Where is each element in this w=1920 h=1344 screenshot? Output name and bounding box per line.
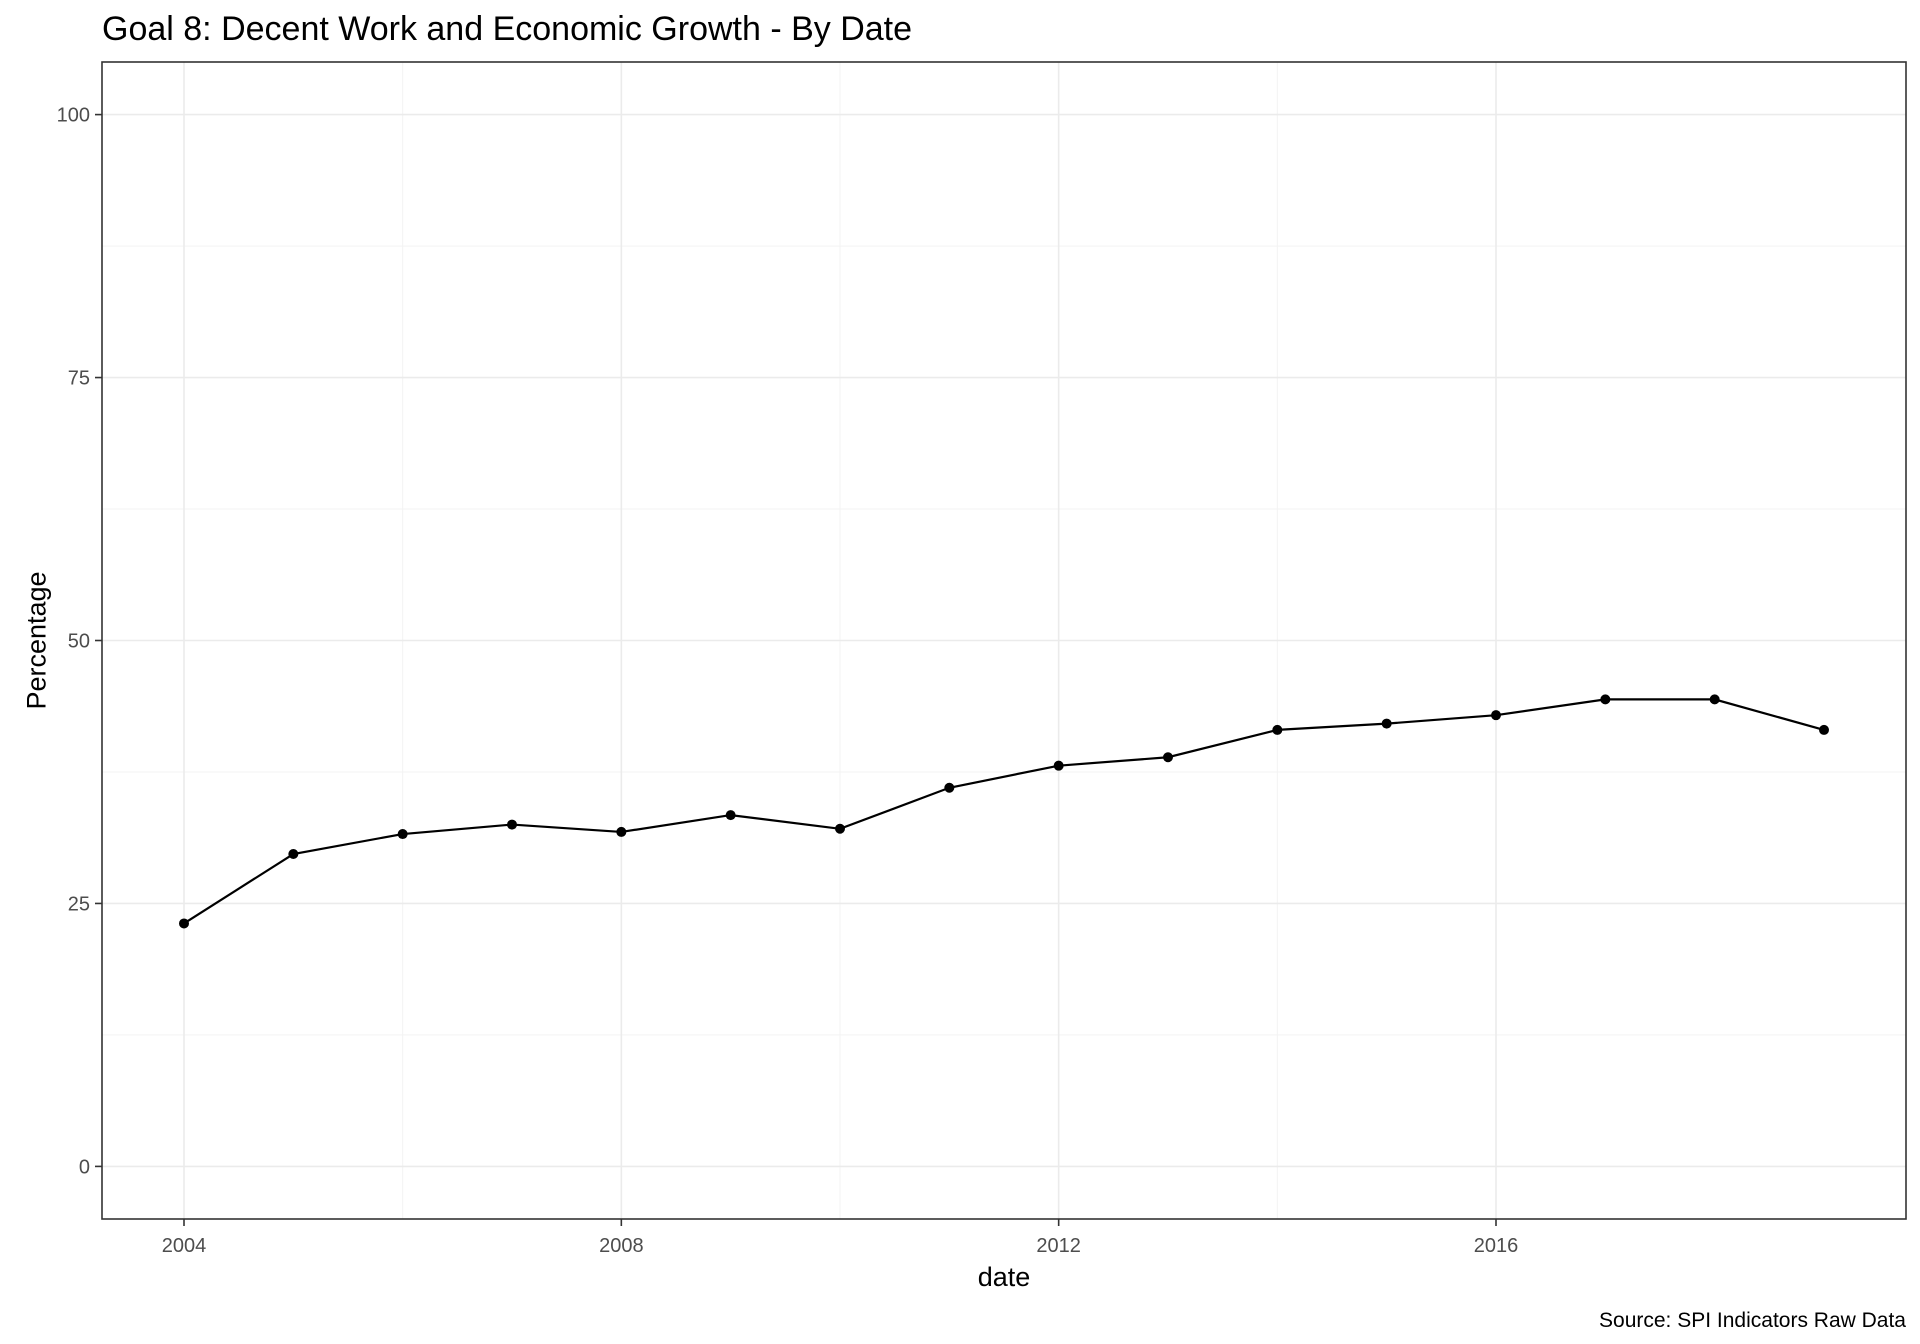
series-line [183, 698, 1825, 925]
y-tick-label: 100 [57, 105, 90, 127]
y-tick-label: 0 [79, 1156, 90, 1178]
x-tick-label: 2012 [1036, 1235, 1081, 1257]
data-point [507, 819, 517, 830]
y-tick-label: 25 [68, 893, 90, 915]
x-axis: 2004 2008 2012 2016 [162, 1219, 1519, 1257]
y-axis-title: Percentage [21, 571, 51, 709]
data-point [1819, 724, 1829, 735]
data-point [179, 918, 189, 929]
x-tick-label: 2008 [599, 1235, 644, 1257]
y-tick-label: 50 [68, 631, 90, 653]
data-point [835, 823, 845, 834]
y-axis: 0 25 50 75 100 [57, 105, 102, 1178]
major-gridlines [102, 62, 1906, 1219]
data-point [944, 782, 955, 793]
data-point [1053, 760, 1064, 771]
data-point [1491, 710, 1501, 721]
data-point [1381, 718, 1392, 729]
x-tick-label: 2004 [162, 1235, 207, 1257]
chart-caption: Source: SPI Indicators Raw Data [1599, 1309, 1906, 1332]
data-point [1272, 724, 1283, 735]
minor-gridlines [102, 62, 1906, 1219]
data-point [1709, 694, 1720, 705]
x-axis-title: date [978, 1262, 1031, 1292]
data-point [725, 810, 736, 821]
data-point [1600, 694, 1611, 705]
chart-title: Goal 8: Decent Work and Economic Growth … [102, 10, 912, 48]
data-point [288, 849, 299, 860]
data-point [616, 826, 627, 837]
series-points [179, 694, 1829, 929]
series-layer [179, 694, 1829, 929]
data-point [397, 829, 408, 840]
x-tick-label: 2016 [1474, 1235, 1519, 1257]
y-tick-label: 75 [68, 368, 90, 390]
data-point [1163, 752, 1173, 763]
